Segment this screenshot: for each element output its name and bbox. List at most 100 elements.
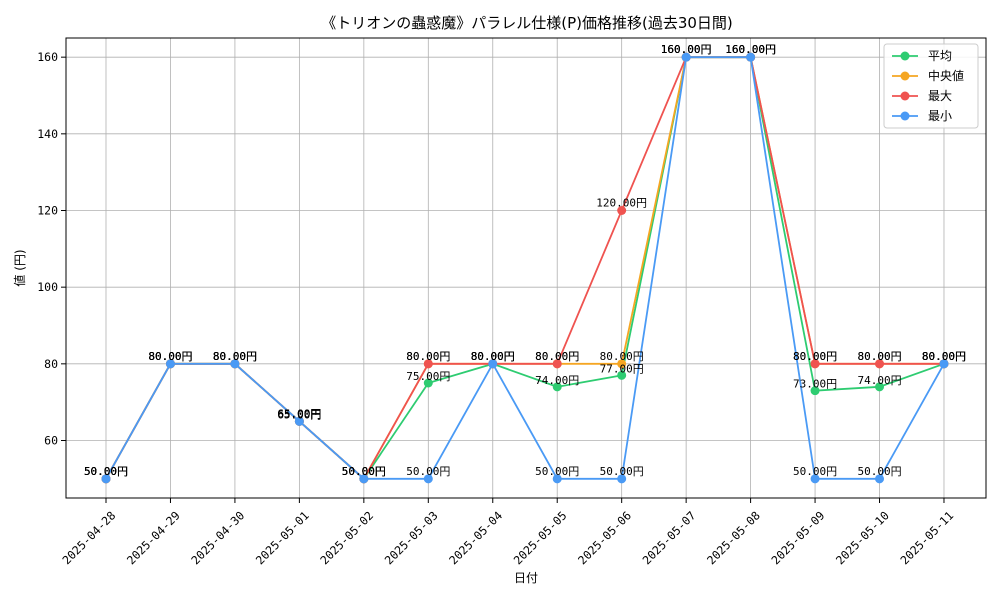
- series-lines: [101, 52, 949, 484]
- data-label: 160.00円: [661, 43, 712, 56]
- y-tick-label: 120: [37, 204, 58, 218]
- data-label: 160.00円: [661, 43, 712, 56]
- x-tick-label: 2025-05-06: [575, 508, 634, 567]
- data-label: 50.00円: [84, 465, 128, 478]
- data-point: [488, 359, 498, 369]
- data-label: 160.00円: [725, 43, 776, 56]
- data-label: 80.00円: [535, 350, 579, 363]
- data-label: 75.00円: [406, 370, 450, 383]
- x-tick-label: 2025-05-04: [446, 508, 505, 567]
- data-label: 80.00円: [922, 350, 966, 363]
- data-label: 80.00円: [922, 350, 966, 363]
- legend-label: 中央値: [928, 68, 964, 83]
- data-label: 50.00円: [342, 465, 386, 478]
- data-label: 65.00円: [277, 408, 321, 421]
- data-label: 160.00円: [725, 43, 776, 56]
- data-label: 80.00円: [857, 350, 901, 363]
- data-label: 65.00円: [277, 407, 321, 420]
- data-point: [617, 206, 627, 215]
- y-tick-label: 80: [44, 357, 58, 371]
- data-label: 80.00円: [148, 350, 192, 363]
- data-label: 50.00円: [793, 465, 837, 478]
- data-label: 160.00円: [725, 43, 776, 56]
- data-label: 50.00円: [600, 465, 644, 478]
- series-line: [105, 56, 945, 481]
- data-label: 65.00円: [277, 407, 321, 420]
- data-label: 50.00円: [342, 465, 386, 478]
- data-point: [875, 474, 885, 484]
- grid: [66, 38, 986, 498]
- data-point: [359, 474, 369, 484]
- data-label: 50.00円: [84, 465, 128, 478]
- legend-label: 最大: [928, 89, 952, 103]
- data-label: 80.00円: [471, 350, 515, 363]
- data-label: 80.00円: [922, 350, 966, 363]
- data-point: [423, 359, 433, 369]
- data-label: 80.00円: [213, 350, 257, 363]
- x-tick-label: 2025-04-29: [124, 508, 183, 567]
- data-point: [617, 359, 627, 369]
- x-tick-label: 2025-05-08: [704, 508, 763, 567]
- data-point: [810, 474, 820, 484]
- data-label: 80.00円: [922, 350, 966, 363]
- series-0: [101, 52, 949, 484]
- y-tick-label: 60: [44, 434, 58, 448]
- data-label: 50.00円: [406, 465, 450, 478]
- data-label: 80.00円: [471, 350, 515, 363]
- data-label: 50.00円: [535, 465, 579, 478]
- data-label: 160.00円: [661, 43, 712, 56]
- data-label: 50.00円: [84, 465, 128, 478]
- data-label: 80.00円: [535, 350, 579, 363]
- x-tick-label: 2025-05-03: [382, 508, 441, 567]
- data-labels: 50.00円 80.00円 80.00円 65.00円 50.00円 75.00円 80.0…: [84, 43, 966, 478]
- y-axis-label: 値 (円): [12, 249, 27, 286]
- data-point: [230, 359, 240, 369]
- data-point: [939, 359, 949, 369]
- data-label: 80.00円: [148, 350, 192, 363]
- legend-swatch-marker: [900, 51, 910, 61]
- data-point: [875, 382, 885, 392]
- x-tick-label: 2025-05-01: [253, 508, 312, 567]
- x-axis-label: 日付: [514, 571, 538, 585]
- data-point: [810, 386, 820, 396]
- y-tick-label: 160: [37, 50, 58, 64]
- legend-swatch-marker: [900, 91, 910, 101]
- data-point: [423, 474, 433, 484]
- x-tick-label: 2025-04-28: [59, 508, 118, 567]
- data-label: 80.00円: [406, 350, 450, 363]
- legend-label: 平均: [928, 49, 952, 63]
- data-label: 80.00円: [857, 350, 901, 363]
- data-point: [746, 52, 756, 62]
- x-tick-label: 2025-05-07: [640, 508, 699, 567]
- x-tick-label: 2025-05-02: [317, 508, 376, 567]
- data-label: 120.00円: [596, 197, 647, 210]
- data-point: [875, 359, 885, 369]
- data-label: 80.00円: [213, 350, 257, 363]
- data-point: [552, 359, 562, 369]
- x-tick-label: 2025-05-05: [511, 508, 570, 567]
- series-3: [101, 52, 949, 484]
- legend-swatch-marker: [900, 111, 910, 121]
- data-point: [681, 52, 691, 62]
- data-label: 74.00円: [857, 374, 901, 387]
- x-tick-label: 2025-04-30: [188, 508, 247, 567]
- y-tick-label: 140: [37, 127, 58, 141]
- data-point: [552, 382, 562, 392]
- data-label: 80.00円: [793, 350, 837, 363]
- data-point: [617, 370, 627, 380]
- legend-label: 最小: [928, 109, 952, 123]
- data-point: [165, 359, 175, 369]
- data-label: 80.00円: [213, 350, 257, 363]
- data-label: 160.00円: [661, 43, 712, 56]
- x-tick-label: 2025-05-10: [833, 508, 892, 567]
- data-label: 80.00円: [600, 350, 644, 363]
- series-line: [105, 56, 945, 480]
- data-label: 80.00円: [793, 350, 837, 363]
- data-label: 80.00円: [406, 350, 450, 363]
- data-point: [617, 474, 627, 484]
- data-label: 50.00円: [84, 465, 128, 478]
- legend-swatch-marker: [900, 71, 910, 81]
- data-label: 65.00円: [277, 407, 321, 420]
- data-label: 80.00円: [148, 350, 192, 363]
- data-label: 80.00円: [471, 350, 515, 363]
